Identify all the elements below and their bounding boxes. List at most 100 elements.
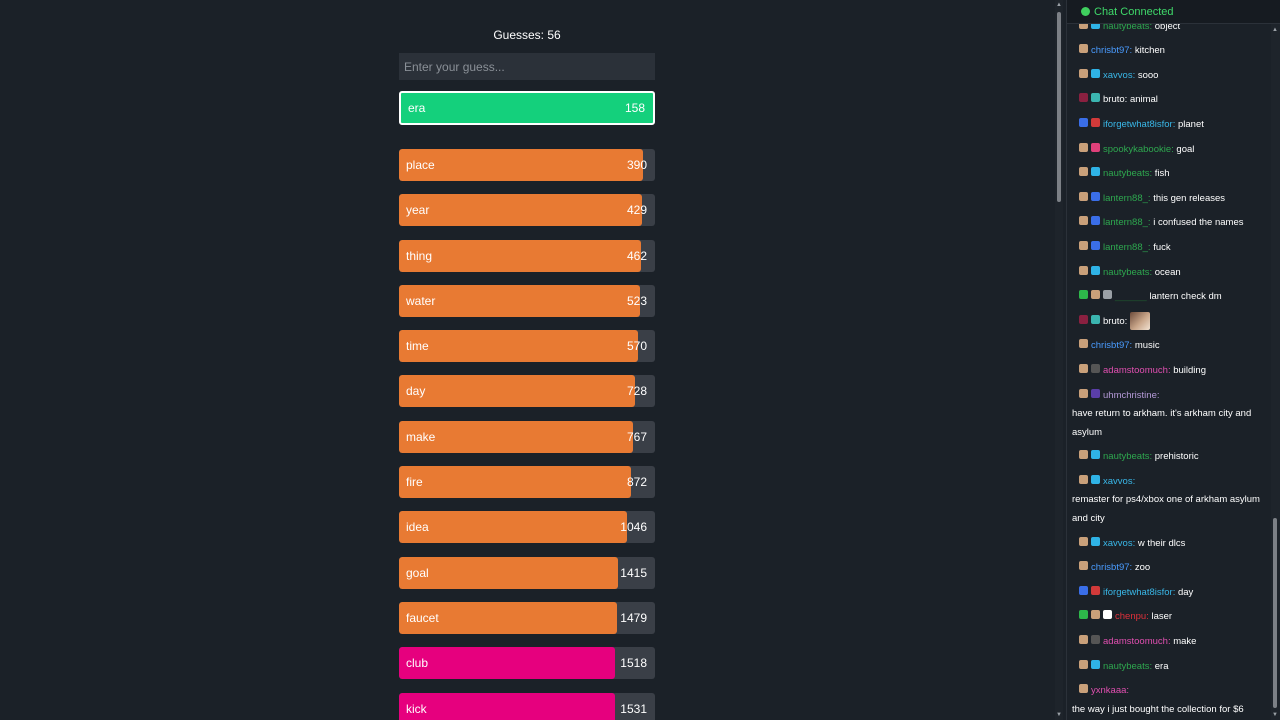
- guess-row: faucet 1479: [399, 601, 655, 634]
- chat-badge-icon: [1079, 68, 1088, 78]
- guess-similarity-bar: [399, 420, 634, 453]
- chat-username[interactable]: xavvos:: [1103, 69, 1136, 81]
- chat-username[interactable]: nautybeats:: [1103, 451, 1153, 463]
- chat-scroll-up-arrow-icon[interactable]: ▲: [1272, 27, 1278, 33]
- chat-badge-icon: [1091, 93, 1100, 103]
- guess-row: goal 1415: [399, 556, 655, 589]
- guess-row: idea 1046: [399, 511, 655, 544]
- chat-badges: [1079, 66, 1103, 85]
- chat-message: adamstoomuch: building: [1067, 358, 1267, 383]
- guess-similarity-bar: [399, 149, 644, 181]
- chat-scrollbar[interactable]: ▲ ▼: [1271, 0, 1280, 720]
- chat-username[interactable]: nautybeats:: [1103, 660, 1153, 672]
- guess-word: goal: [406, 565, 429, 580]
- chat-username[interactable]: nautybeats:: [1103, 266, 1153, 278]
- chat-badge-icon: [1079, 240, 1088, 250]
- page-scrollbar[interactable]: ▲ ▼: [1055, 0, 1063, 720]
- chat-badge-icon: [1091, 265, 1100, 275]
- chat-username[interactable]: iforgetwhat8isfor:: [1103, 118, 1176, 130]
- chat-message-text: music: [1134, 340, 1160, 352]
- chat-username[interactable]: chenpu:: [1115, 611, 1149, 623]
- scroll-down-arrow-icon[interactable]: ▼: [1056, 712, 1062, 718]
- guess-row: kick 1531: [399, 692, 655, 720]
- chat-badge-icon: [1091, 68, 1100, 78]
- chat-message: nautybeats: ocean: [1067, 260, 1267, 285]
- chat-message-text: the way i just bought the collection for…: [1072, 703, 1244, 715]
- guess-word: fire: [406, 475, 423, 490]
- guess-row: fire 872: [399, 466, 655, 499]
- guess-list: place 390 year 429 thing 462 water 523 time 570 da…: [399, 149, 655, 720]
- chat-message: spookykabookie: goal: [1067, 137, 1267, 162]
- chat-scroll-down-arrow-icon[interactable]: ▼: [1272, 712, 1278, 718]
- chat-message: ______ lantern check dm: [1067, 285, 1267, 310]
- chat-message-text: remaster for ps4/xbox one of arkham asyl…: [1072, 494, 1260, 524]
- chat-username[interactable]: nautybeats:: [1103, 167, 1153, 179]
- chat-message-text: animal: [1129, 94, 1158, 106]
- chat-badges: [1079, 534, 1103, 553]
- chat-username[interactable]: uhmchristine:: [1103, 389, 1160, 401]
- chat-message: nautybeats: prehistoric: [1067, 445, 1267, 470]
- chat-message: xavvos: sooo: [1067, 63, 1267, 88]
- guess-rank: 1518: [620, 656, 647, 671]
- guess-row: thing 462: [399, 239, 655, 272]
- chat-username[interactable]: bruto:: [1103, 94, 1128, 106]
- chat-username[interactable]: chrisbt97:: [1091, 45, 1133, 56]
- guess-similarity-bar: [399, 284, 640, 317]
- chat-messages: nautybeats: object chrisbt97: kitchen xavv…: [1067, 14, 1267, 720]
- chat-message-text: fuck: [1153, 241, 1171, 253]
- scroll-up-arrow-icon[interactable]: ▲: [1056, 2, 1062, 8]
- chat-scrollbar-thumb[interactable]: [1273, 518, 1277, 708]
- guess-rank: 872: [626, 475, 647, 490]
- chat-username[interactable]: xavvos:: [1103, 537, 1136, 549]
- guess-similarity-bar: [399, 375, 635, 408]
- chat-badge-icon: [1079, 167, 1088, 177]
- connection-status-icon: [1081, 7, 1090, 16]
- guess-row: make 767: [399, 420, 655, 453]
- chat-badge-icon: [1079, 142, 1088, 152]
- chat-badge-icon: [1079, 339, 1088, 349]
- current-guess-row: era 158: [399, 91, 655, 125]
- guess-similarity-bar: [399, 239, 642, 272]
- chat-badges: [1079, 583, 1103, 602]
- chat-badges: [1079, 90, 1103, 109]
- chat-badge-icon: [1091, 314, 1100, 324]
- chat-username[interactable]: bruto:: [1103, 315, 1128, 327]
- chat-message: xavvos: remaster for ps4/xbox one of arkh…: [1067, 469, 1267, 531]
- page-scrollbar-thumb[interactable]: [1057, 12, 1061, 202]
- chat-panel: Chat Connected nautybeats: object chrisbt…: [1066, 0, 1280, 720]
- chat-badge-icon: [1091, 635, 1100, 645]
- chat-badge-icon: [1091, 240, 1100, 250]
- chat-username[interactable]: xavvos:: [1103, 475, 1136, 487]
- chat-badge-icon: [1079, 191, 1088, 201]
- chat-message: iforgetwhat8isfor: day: [1067, 580, 1267, 605]
- chat-username[interactable]: lantern88_:: [1103, 217, 1151, 229]
- chat-badge-icon: [1091, 290, 1100, 300]
- chat-badges: [1079, 140, 1103, 159]
- guess-input[interactable]: [399, 53, 655, 80]
- chat-message: chenpu: laser: [1067, 605, 1267, 630]
- chat-message: yxnkaaa: the way i just bought the collec…: [1067, 679, 1267, 720]
- chat-badges: [1079, 213, 1103, 232]
- chat-username[interactable]: ______: [1115, 290, 1147, 302]
- chat-message: nautybeats: object: [1067, 14, 1267, 39]
- chat-badges: [1079, 632, 1103, 651]
- guess-count: Guesses: 56: [493, 28, 561, 42]
- chat-badges: [1079, 657, 1103, 676]
- chat-username[interactable]: iforgetwhat8isfor:: [1103, 586, 1176, 598]
- chat-username[interactable]: chrisbt97:: [1091, 340, 1133, 352]
- chat-badges: [1079, 287, 1115, 306]
- chat-username[interactable]: adamstoomuch:: [1103, 635, 1171, 647]
- chat-username[interactable]: lantern88_:: [1103, 192, 1151, 204]
- chat-username[interactable]: spookykabookie:: [1103, 143, 1174, 155]
- chat-username[interactable]: chrisbt97:: [1091, 562, 1133, 574]
- chat-status-bar: Chat Connected: [1067, 0, 1280, 24]
- chat-badges: [1079, 312, 1103, 331]
- chat-username[interactable]: lantern88_:: [1103, 241, 1151, 253]
- chat-username[interactable]: yxnkaaa:: [1091, 685, 1130, 697]
- chat-username[interactable]: nautybeats:: [1103, 20, 1153, 32]
- chat-username[interactable]: adamstoomuch:: [1103, 364, 1171, 376]
- chat-badge-icon: [1079, 450, 1088, 460]
- guess-word: club: [406, 656, 429, 671]
- chat-message-text: fish: [1154, 167, 1170, 179]
- guess-row: club 1518: [399, 647, 655, 680]
